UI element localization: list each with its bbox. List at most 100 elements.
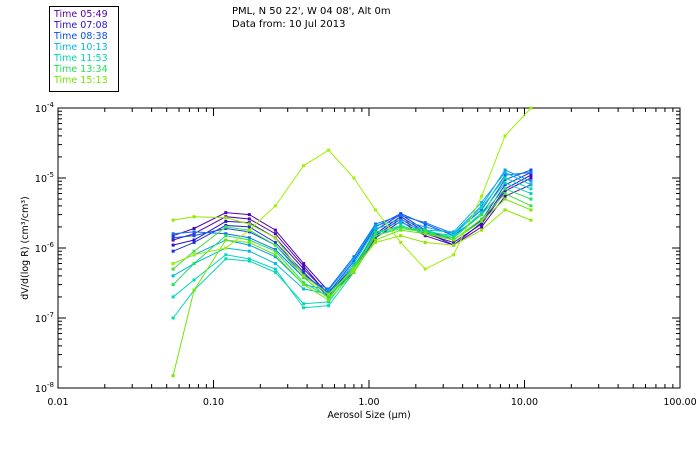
y-tick-exponent: -5 — [47, 171, 54, 179]
data-point — [373, 223, 377, 227]
data-point — [273, 267, 277, 271]
x-axis-label: Aerosol Size (µm) — [327, 410, 410, 421]
data-point — [503, 173, 507, 177]
data-point — [452, 230, 456, 234]
y-tick-label: 10-4 — [35, 101, 55, 115]
data-point — [224, 216, 228, 220]
data-point — [373, 228, 377, 232]
data-point — [302, 267, 306, 271]
data-point — [399, 225, 403, 229]
legend-entry: Time 08:38 — [54, 31, 108, 42]
data-point — [529, 179, 533, 183]
data-point — [503, 181, 507, 185]
data-point — [399, 234, 403, 238]
x-tick-label: 100.00 — [663, 397, 696, 408]
data-point — [452, 240, 456, 244]
data-point — [480, 204, 484, 208]
data-point — [224, 211, 228, 215]
y-tick-exponent: -7 — [47, 311, 54, 319]
data-point — [247, 222, 251, 226]
data-point — [399, 214, 403, 218]
data-point — [192, 253, 196, 257]
data-point — [352, 264, 356, 268]
data-point — [480, 217, 484, 221]
data-point — [247, 243, 251, 247]
data-point — [171, 283, 175, 287]
data-point — [273, 249, 277, 253]
data-point — [423, 221, 427, 225]
data-point — [171, 218, 175, 222]
data-point — [529, 187, 533, 191]
data-point — [423, 225, 427, 229]
data-point — [192, 226, 196, 230]
data-point — [224, 226, 228, 230]
data-point — [399, 212, 403, 216]
data-point — [480, 194, 484, 198]
data-point — [273, 248, 277, 252]
data-point — [352, 257, 356, 261]
data-point — [171, 267, 175, 271]
data-point — [302, 306, 306, 310]
data-point — [247, 230, 251, 234]
data-point — [480, 211, 484, 215]
data-point — [503, 134, 507, 138]
data-point — [171, 238, 175, 242]
data-point — [327, 304, 331, 308]
data-point — [529, 204, 533, 208]
data-point — [352, 255, 356, 259]
data-point — [452, 234, 456, 238]
legend-entry: Time 15:13 — [54, 75, 108, 86]
data-point — [302, 302, 306, 306]
data-point — [480, 228, 484, 232]
data-point — [503, 197, 507, 201]
data-point — [529, 218, 533, 222]
data-point — [224, 238, 228, 242]
data-point — [480, 200, 484, 204]
data-point — [327, 295, 331, 299]
data-point — [171, 236, 175, 240]
data-point — [302, 281, 306, 285]
data-point — [480, 205, 484, 209]
data-point — [247, 259, 251, 263]
data-point — [224, 257, 228, 261]
data-point — [352, 262, 356, 266]
y-tick-exponent: -6 — [47, 241, 55, 249]
data-point — [452, 238, 456, 242]
data-point — [171, 262, 175, 266]
data-point — [529, 106, 533, 110]
data-date: Data from: 10 Jul 2013 — [232, 19, 346, 30]
data-point — [273, 232, 277, 236]
y-axis-label: dV/d(log R) (cm³/cm³) — [20, 196, 31, 299]
legend-entry: Time 11:53 — [54, 53, 108, 64]
data-point — [452, 243, 456, 247]
data-point — [529, 170, 533, 174]
data-point — [192, 238, 196, 242]
data-point — [302, 164, 306, 168]
data-point — [273, 270, 277, 274]
data-point — [192, 262, 196, 266]
data-point — [423, 234, 427, 238]
data-point — [503, 168, 507, 172]
series-line — [172, 107, 532, 270]
data-point — [327, 300, 331, 304]
data-point — [352, 267, 356, 271]
data-point — [247, 228, 251, 232]
data-point — [452, 236, 456, 240]
data-point — [373, 236, 377, 240]
data-point — [247, 249, 251, 253]
data-point — [192, 249, 196, 253]
x-tick-label: 0.10 — [203, 397, 224, 408]
data-point — [373, 230, 377, 234]
data-point — [503, 183, 507, 187]
data-point — [423, 240, 427, 244]
data-point — [171, 234, 175, 238]
data-point — [480, 213, 484, 217]
data-point — [327, 298, 331, 302]
data-point — [352, 176, 356, 180]
data-point — [529, 168, 533, 172]
data-point — [247, 240, 251, 244]
data-point — [302, 283, 306, 287]
data-point — [192, 215, 196, 219]
data-point — [224, 232, 228, 236]
